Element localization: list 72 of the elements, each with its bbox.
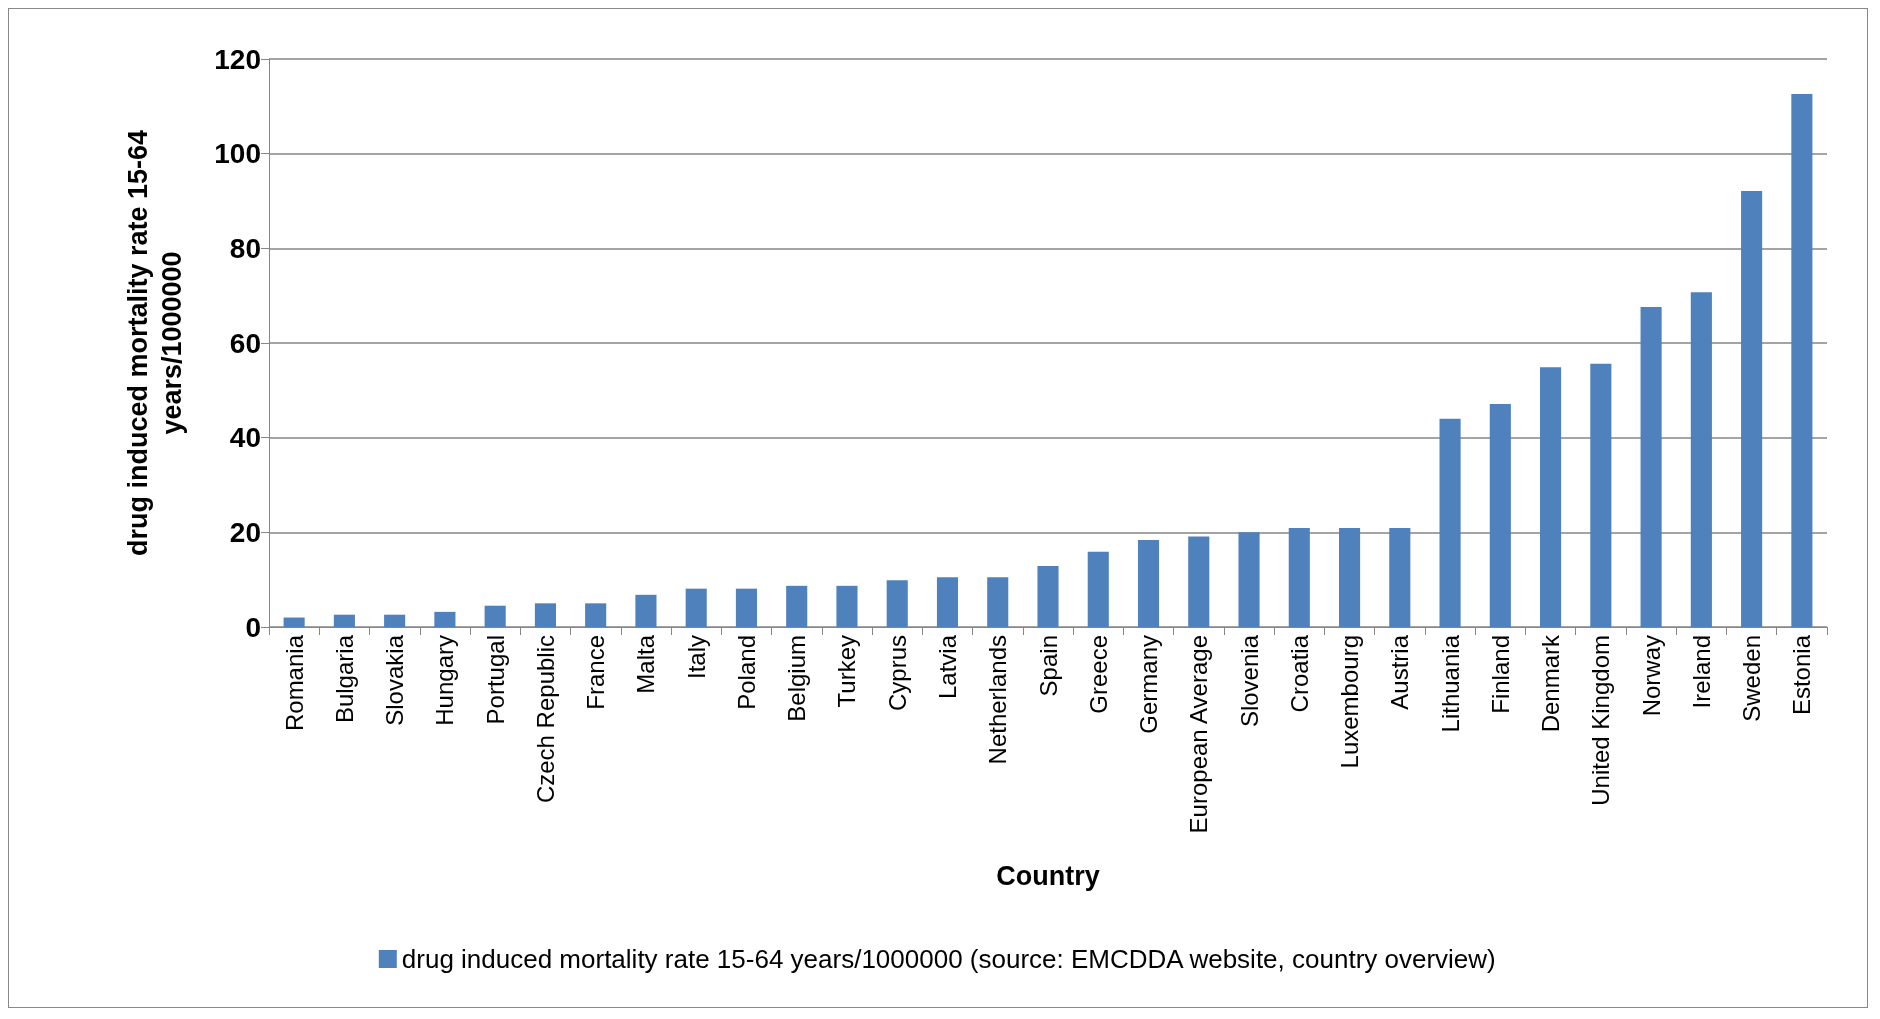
bar: [1087, 551, 1109, 627]
y-tick-label: 120: [214, 43, 261, 75]
x-tick-label: Bulgaria: [330, 634, 358, 724]
y-tick-label: 80: [229, 232, 261, 264]
x-tick-label: Estonia: [1788, 634, 1816, 716]
y-axis-title: drug induced mortality rate 15-64 years/1000000: [123, 129, 187, 557]
bar: [1137, 539, 1160, 627]
y-tick-label: 0: [245, 611, 261, 643]
x-tick-label: Slovakia: [381, 634, 409, 726]
x-tick-label: Germany: [1135, 635, 1163, 734]
x-tick-label: Luxembourg: [1336, 635, 1364, 769]
bar: [1489, 404, 1511, 627]
bar: [1037, 565, 1059, 627]
bar: [1791, 94, 1813, 627]
bar: [685, 588, 707, 627]
x-tick-label: Hungary: [431, 635, 459, 726]
bar: [534, 603, 556, 627]
bar: [1640, 307, 1662, 627]
bar: [1288, 528, 1310, 627]
bar: [786, 585, 808, 627]
x-tick-label: Cyprus: [883, 635, 911, 712]
bar: [987, 577, 1009, 627]
legend-label: drug induced mortality rate 15-64 years/1000000 (source: EMCDDA website, country overview): [401, 944, 1496, 974]
x-tick-label: Greece: [1084, 635, 1112, 714]
bar: [283, 617, 305, 627]
x-tick-label: Turkey: [833, 635, 861, 708]
bar: [384, 614, 406, 627]
bar: [1590, 363, 1612, 627]
x-tick-label: France: [582, 635, 610, 710]
x-tick-label: Ireland: [1687, 635, 1715, 709]
x-axis-title: Country: [996, 860, 1100, 891]
bar: [635, 594, 657, 627]
y-tick-label: 40: [229, 422, 261, 454]
x-tick-label: Poland: [732, 635, 760, 710]
bar: [585, 603, 607, 627]
bar: [1188, 536, 1210, 627]
x-tick-label: Romania: [280, 634, 308, 732]
x-tick-label: Portugal: [481, 635, 509, 725]
bar: [484, 605, 506, 627]
y-tick-label: 100: [214, 138, 261, 170]
x-tick-label: Spain: [1034, 635, 1062, 697]
x-tick-label: Belgium: [783, 635, 811, 722]
bar: [1741, 191, 1763, 627]
x-tick-label: Sweden: [1738, 635, 1766, 722]
bar: [1439, 418, 1461, 627]
bar: [836, 585, 858, 627]
x-tick-label: Norway: [1637, 635, 1665, 717]
x-tick-label: Czech Republic: [531, 635, 559, 804]
bar: [1389, 528, 1411, 627]
bar: [434, 611, 456, 627]
x-tick-label: Slovenia: [1235, 634, 1263, 728]
bar: [333, 614, 355, 627]
bar: [886, 580, 908, 627]
x-tick-label: Netherlands: [984, 635, 1012, 765]
x-tick-label: Italy: [682, 635, 710, 680]
x-tick-label: Latvia: [933, 634, 961, 700]
x-tick-label: United Kingdom: [1587, 635, 1615, 806]
x-tick-label: Denmark: [1537, 634, 1565, 733]
bar: [735, 588, 758, 627]
bar: [1690, 292, 1712, 627]
x-tick-label: Austria: [1386, 634, 1414, 710]
bar: [1238, 532, 1260, 627]
x-tick-label: Malta: [632, 634, 660, 694]
bar: [1540, 367, 1562, 627]
x-tick-label: Lithuania: [1436, 634, 1464, 733]
x-tick-label: Croatia: [1285, 634, 1313, 713]
bar: [1338, 528, 1361, 627]
bar: [936, 577, 959, 627]
y-tick-label: 20: [229, 516, 261, 548]
x-tick-label: European Average: [1185, 635, 1213, 834]
x-tick-label: Finland: [1486, 635, 1514, 714]
y-tick-label: 60: [229, 327, 261, 359]
